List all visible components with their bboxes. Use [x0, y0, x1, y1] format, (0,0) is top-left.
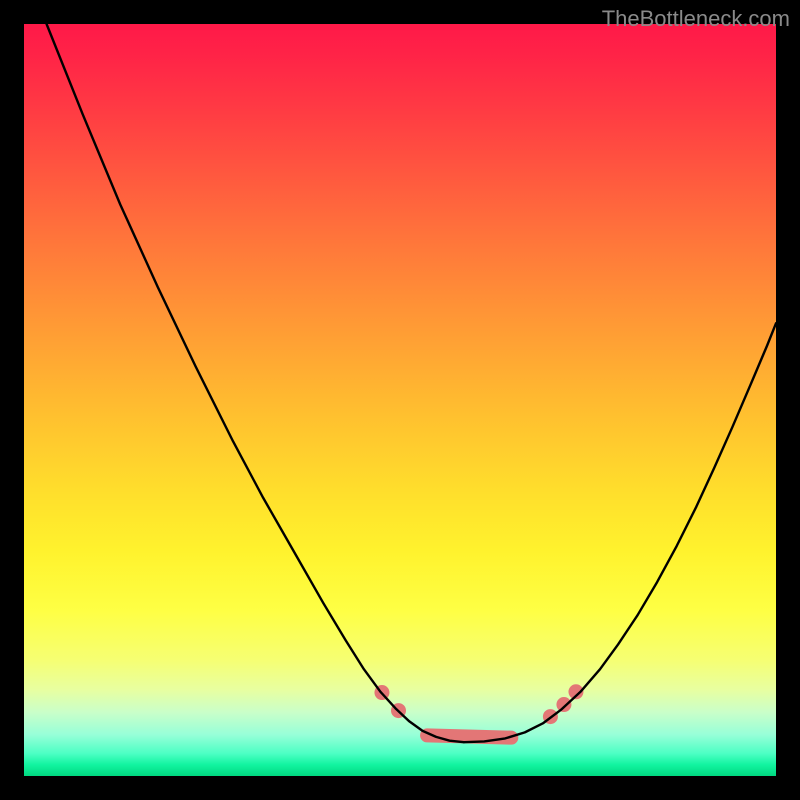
chart-stage: TheBottleneck.com	[0, 0, 800, 800]
plot-area	[24, 24, 776, 776]
watermark-text: TheBottleneck.com	[602, 6, 790, 32]
chart-svg	[0, 0, 800, 800]
marker-dot	[556, 697, 571, 712]
